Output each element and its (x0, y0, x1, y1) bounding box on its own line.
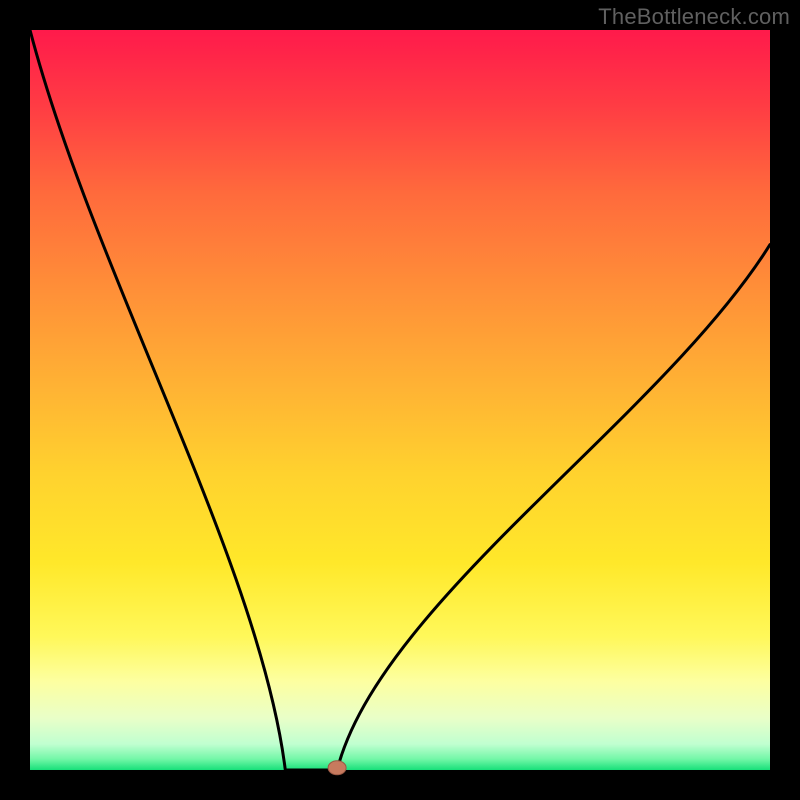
chart-container: TheBottleneck.com (0, 0, 800, 800)
operating-point-marker (328, 761, 346, 775)
plot-background (30, 30, 770, 770)
bottleneck-chart (0, 0, 800, 800)
